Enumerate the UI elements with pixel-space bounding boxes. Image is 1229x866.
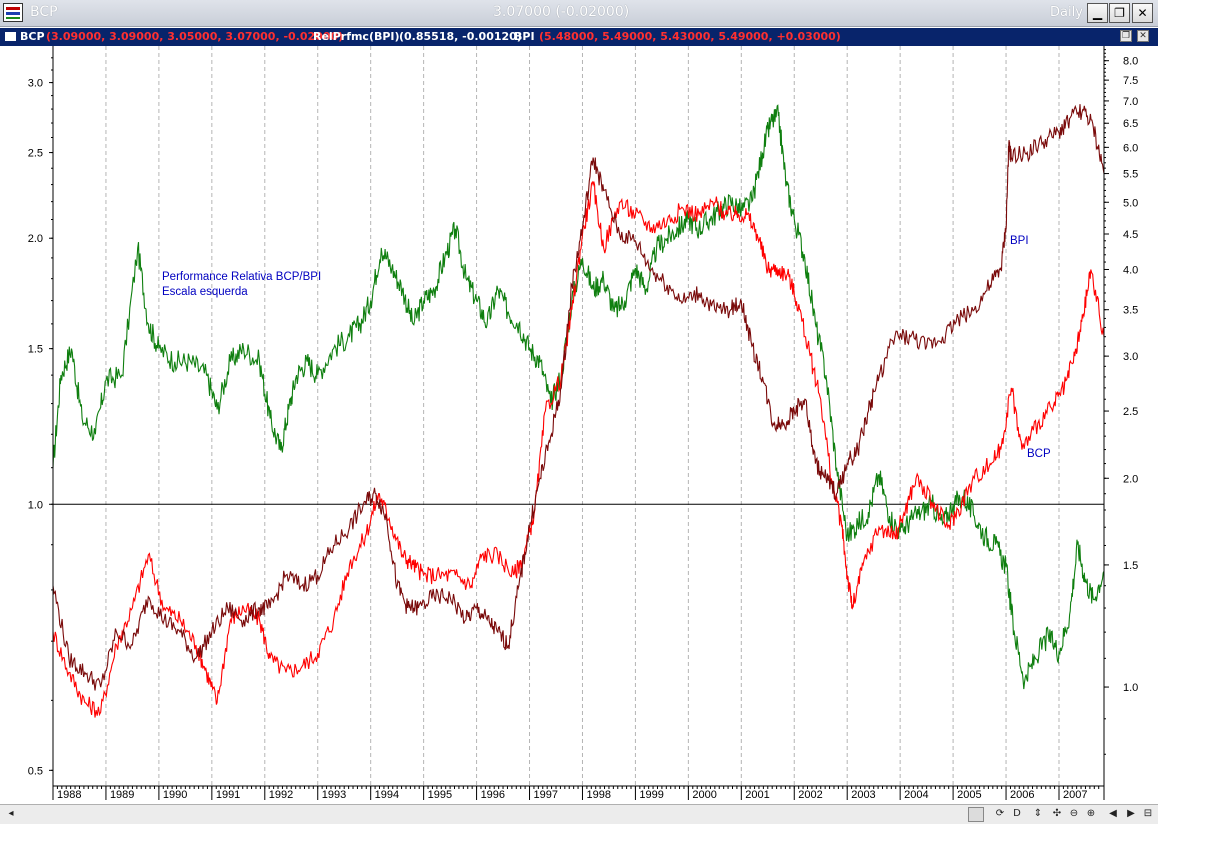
right-tick-label: 7.0 <box>1123 96 1138 108</box>
series-line-bcp <box>52 180 1105 718</box>
annotation-left-scale: Escala esquerda <box>162 286 248 298</box>
annotation-bcp-label: BCP <box>1027 448 1051 460</box>
scroll-end-icon[interactable]: ⊟ <box>1143 808 1153 819</box>
window-quote: 3.07000 (-0.02000) <box>493 4 630 20</box>
pane-close-button[interactable]: ✕ <box>1137 30 1149 42</box>
scroll-left-arrow-icon[interactable]: ◂ <box>8 808 14 819</box>
left-tick-label: 2.5 <box>28 148 43 160</box>
legend-rel-name: RelPrfmc(BPI) <box>313 30 400 43</box>
right-tick-label: 1.0 <box>1123 682 1138 694</box>
price-chart[interactable]: 0.5 1.0 1.5 2.0 2.5 3.0 1.0 1.5 2.0 2.5 3.0 3.5 4.0 4… <box>0 46 1158 802</box>
window-title: BCP <box>30 4 58 20</box>
x-tick-label: 1996 <box>481 789 505 801</box>
x-tick-label: 1992 <box>269 789 293 801</box>
right-tick-label: 8.0 <box>1123 56 1138 68</box>
refresh-icon[interactable]: ⟳ <box>995 808 1005 819</box>
right-tick-label: 4.0 <box>1123 264 1138 276</box>
window-period: Daily <box>1050 5 1083 20</box>
left-tick-label: 2.0 <box>28 233 43 245</box>
x-tick-label: 1997 <box>534 789 558 801</box>
scroll-forward-icon[interactable]: ▶ <box>1127 808 1135 819</box>
x-tick-label: 1993 <box>322 789 346 801</box>
chart-window: BCP 3.07000 (-0.02000) Daily ▁ ❐ ✕ BCP (… <box>0 0 1158 826</box>
legend-bpi-name: BPI <box>514 30 535 43</box>
legend-square-icon[interactable] <box>5 32 16 41</box>
legend-bcp-values: (3.09000, 3.09000, 3.05000, 3.07000, -0.… <box>46 30 344 43</box>
chart-background <box>0 46 1158 802</box>
period-daily-button[interactable]: D <box>1013 808 1021 819</box>
x-tick-label: 2002 <box>798 789 822 801</box>
chart-area[interactable]: 0.5 1.0 1.5 2.0 2.5 3.0 1.0 1.5 2.0 2.5 3.0 3.5 4.0 4… <box>0 46 1158 802</box>
x-tick-label: 2005 <box>957 789 981 801</box>
move-icon[interactable]: ✣ <box>1052 808 1062 819</box>
right-tick-label: 7.5 <box>1123 75 1138 87</box>
series-line-bpi <box>52 104 1105 691</box>
x-tick-label: 2006 <box>1010 789 1034 801</box>
x-tick-label: 1998 <box>586 789 610 801</box>
right-tick-label: 3.5 <box>1123 305 1138 317</box>
scroll-back-icon[interactable]: ◀ <box>1109 808 1117 819</box>
annotation-relative-performance: Performance Relativa BCP/BPI <box>162 271 321 283</box>
close-button[interactable]: ✕ <box>1132 3 1153 23</box>
annotation-bpi-label: BPI <box>1010 235 1029 247</box>
right-tick-label: 6.0 <box>1123 142 1138 154</box>
x-tick-label: 2003 <box>851 789 875 801</box>
scroll-both-icon[interactable]: ⇕ <box>1033 808 1043 819</box>
right-tick-label: 1.5 <box>1123 560 1138 572</box>
x-tick-label: 2000 <box>692 789 716 801</box>
x-tick-label: 2004 <box>904 789 928 801</box>
legend-rel-values: (0.85518, -0.00120) <box>399 30 522 43</box>
zoom-out-icon[interactable]: ⊖ <box>1069 808 1079 819</box>
pane-restore-button[interactable]: ❐ <box>1120 30 1132 42</box>
scroll-thumb[interactable] <box>968 807 984 822</box>
x-tick-label: 2007 <box>1063 789 1087 801</box>
left-tick-label: 1.5 <box>28 344 43 356</box>
right-tick-label: 6.5 <box>1123 118 1138 130</box>
x-tick-label: 1991 <box>216 789 240 801</box>
x-tick-label: 1990 <box>163 789 187 801</box>
right-tick-label: 5.5 <box>1123 169 1138 181</box>
right-tick-label: 4.5 <box>1123 229 1138 241</box>
right-tick-label: 2.0 <box>1123 473 1138 485</box>
right-tick-label: 5.0 <box>1123 197 1138 209</box>
x-tick-label: 2001 <box>745 789 769 801</box>
legend-bpi-values: (5.48000, 5.49000, 5.43000, 5.49000, +0.… <box>539 30 841 43</box>
app-chart-icon[interactable] <box>3 3 23 22</box>
x-tick-label: 1989 <box>110 789 134 801</box>
x-tick-label: 1988 <box>57 789 81 801</box>
x-tick-label: 1999 <box>639 789 663 801</box>
minimize-button[interactable]: ▁ <box>1087 3 1108 23</box>
restore-button[interactable]: ❐ <box>1109 3 1130 23</box>
series-line-relprfmc-bpi <box>52 104 1105 690</box>
zoom-in-icon[interactable]: ⊕ <box>1086 808 1096 819</box>
left-tick-label: 1.0 <box>28 499 43 511</box>
x-tick-label: 1995 <box>428 789 452 801</box>
left-tick-label: 0.5 <box>28 765 43 777</box>
bottom-toolbar: ◂ ⟳ D ⇕ ✣ ⊖ ⊕ ◀ ▶ ⊟ <box>0 804 1158 824</box>
right-tick-label: 3.0 <box>1123 351 1138 363</box>
legend-bar: BCP (3.09000, 3.09000, 3.05000, 3.07000,… <box>0 28 1158 46</box>
left-tick-label: 3.0 <box>28 78 43 90</box>
x-tick-label: 1994 <box>375 789 399 801</box>
legend-bcp-name: BCP <box>20 30 45 43</box>
right-tick-label: 2.5 <box>1123 406 1138 418</box>
title-bar[interactable]: BCP 3.07000 (-0.02000) Daily ▁ ❐ ✕ <box>0 0 1158 27</box>
